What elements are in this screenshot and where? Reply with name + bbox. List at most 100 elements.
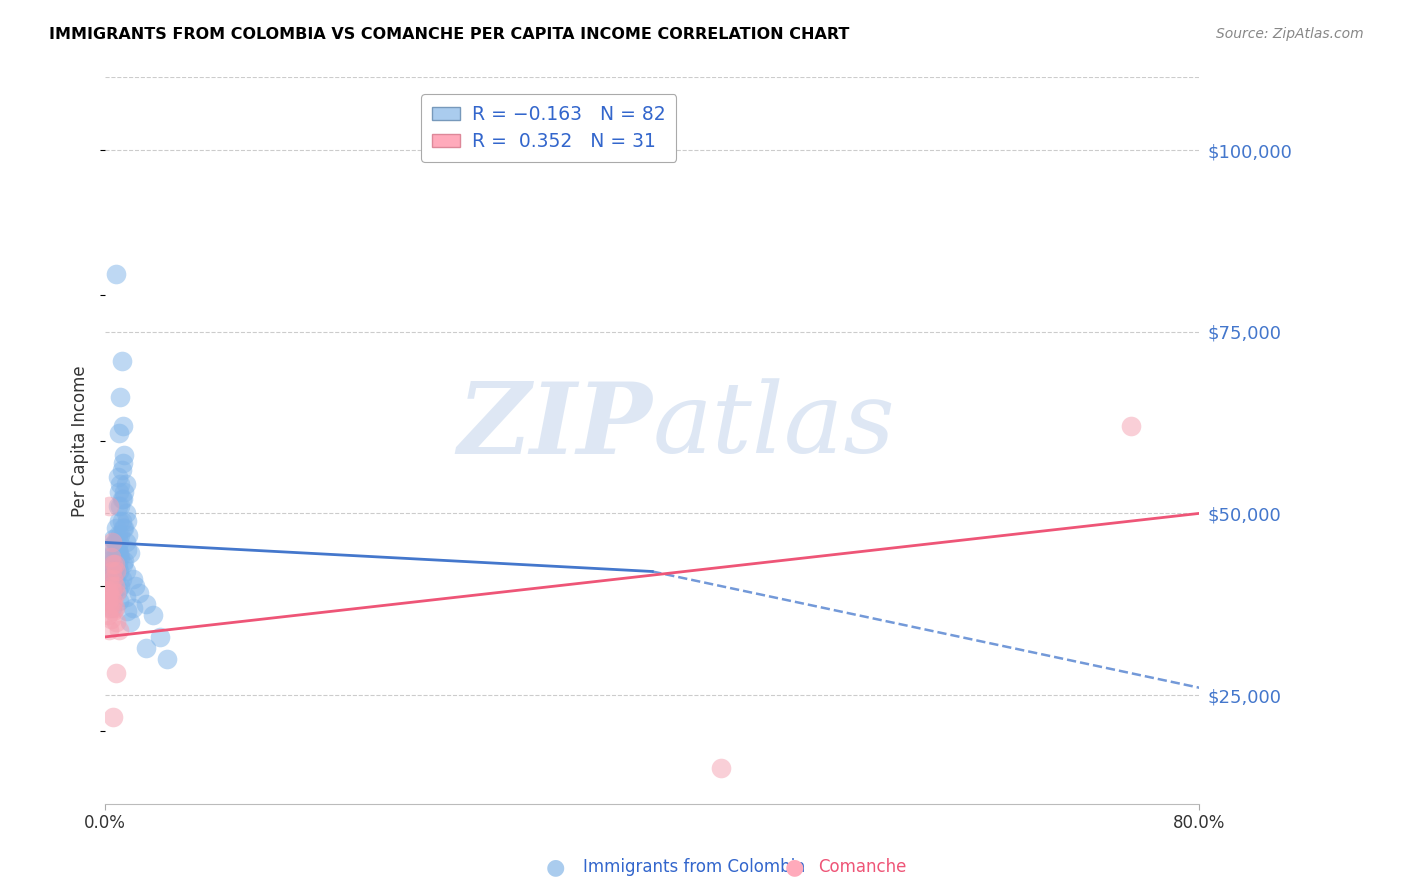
Point <box>112 553 135 567</box>
Point <box>100 579 122 593</box>
Point <box>104 549 127 564</box>
Point <box>105 666 128 681</box>
Point <box>107 528 129 542</box>
Point <box>149 630 172 644</box>
Point <box>103 710 125 724</box>
Point <box>121 572 143 586</box>
Point <box>103 572 125 586</box>
Text: Source: ZipAtlas.com: Source: ZipAtlas.com <box>1216 27 1364 41</box>
Y-axis label: Per Capita Income: Per Capita Income <box>72 365 89 516</box>
Point <box>105 615 128 630</box>
Point <box>98 572 121 586</box>
Point <box>97 561 120 575</box>
Point <box>100 612 122 626</box>
Point <box>110 499 132 513</box>
Point <box>98 593 121 607</box>
Point <box>135 640 157 655</box>
Point <box>101 582 124 597</box>
Point <box>114 565 136 579</box>
Point <box>104 535 127 549</box>
Point <box>98 582 121 597</box>
Point <box>104 600 127 615</box>
Point <box>112 448 135 462</box>
Point <box>97 575 120 590</box>
Point <box>110 528 132 542</box>
Point <box>108 426 131 441</box>
Point <box>118 615 141 630</box>
Point <box>108 546 131 560</box>
Point <box>100 565 122 579</box>
Point <box>111 419 134 434</box>
Point <box>98 600 121 615</box>
Point <box>97 593 120 607</box>
Point <box>100 590 122 604</box>
Point <box>105 575 128 590</box>
Point <box>114 590 136 604</box>
Point <box>97 608 120 623</box>
Point <box>111 463 134 477</box>
Point <box>98 623 121 637</box>
Point <box>117 528 139 542</box>
Point <box>101 558 124 572</box>
Point <box>121 600 143 615</box>
Point <box>112 484 135 499</box>
Point <box>1119 419 1142 434</box>
Point <box>111 491 134 506</box>
Point <box>111 521 134 535</box>
Legend: R = −0.163   N = 82, R =  0.352   N = 31: R = −0.163 N = 82, R = 0.352 N = 31 <box>420 94 676 162</box>
Text: ZIP: ZIP <box>457 378 652 475</box>
Point <box>107 582 129 597</box>
Point <box>111 353 134 368</box>
Point <box>115 604 138 618</box>
Point <box>107 558 129 572</box>
Point <box>98 553 121 567</box>
Point <box>98 499 121 513</box>
Point <box>100 549 122 564</box>
Point <box>142 608 165 623</box>
Point <box>105 267 128 281</box>
Point <box>100 549 122 564</box>
Point <box>110 477 132 491</box>
Point <box>103 558 125 572</box>
Point <box>103 532 125 546</box>
Point <box>101 535 124 549</box>
Text: atlas: atlas <box>652 378 896 474</box>
Point <box>128 586 150 600</box>
Point <box>710 761 733 775</box>
Point <box>100 579 122 593</box>
Point <box>98 586 121 600</box>
Point <box>105 535 128 549</box>
Point <box>108 514 131 528</box>
Point <box>111 572 134 586</box>
Point <box>103 593 125 607</box>
Text: Immigrants from Colombia: Immigrants from Colombia <box>583 858 806 876</box>
Point <box>101 572 124 586</box>
Point <box>111 491 134 506</box>
Point <box>112 521 135 535</box>
Point <box>103 546 125 560</box>
Point <box>103 586 125 600</box>
Point <box>105 553 128 567</box>
Point <box>101 597 124 611</box>
Text: ●: ● <box>546 857 565 877</box>
Point <box>107 499 129 513</box>
Point <box>101 600 124 615</box>
Point <box>104 579 127 593</box>
Point <box>111 514 134 528</box>
Point <box>111 558 134 572</box>
Point <box>100 590 122 604</box>
Point <box>108 565 131 579</box>
Point <box>97 586 120 600</box>
Point <box>110 390 132 404</box>
Text: IMMIGRANTS FROM COLOMBIA VS COMANCHE PER CAPITA INCOME CORRELATION CHART: IMMIGRANTS FROM COLOMBIA VS COMANCHE PER… <box>49 27 849 42</box>
Text: Comanche: Comanche <box>818 858 907 876</box>
Point <box>110 579 132 593</box>
Point <box>103 604 125 618</box>
Point <box>111 456 134 470</box>
Point <box>97 582 120 597</box>
Point <box>101 539 124 553</box>
Point <box>103 565 125 579</box>
Point <box>108 623 131 637</box>
Point <box>135 597 157 611</box>
Point <box>108 593 131 607</box>
